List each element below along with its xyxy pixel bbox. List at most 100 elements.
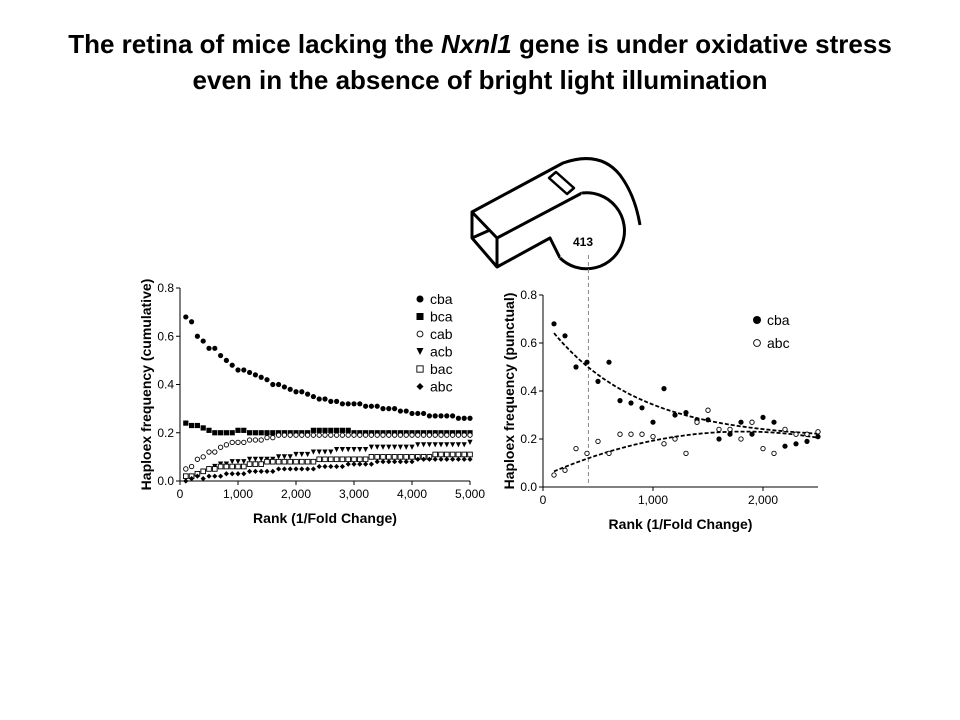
- point-cba: [316, 396, 322, 402]
- point-cba: [368, 403, 374, 409]
- point-bca: [235, 427, 241, 433]
- point-cab: [386, 432, 392, 438]
- point-cba: [403, 408, 409, 414]
- point-cba: [206, 345, 212, 351]
- cumulative-chart: 0 1,000 2,000 3,000 4,000 5,000 0.0 0.2 0.4 0.6 0.…: [138, 279, 485, 526]
- point-abc: [293, 466, 299, 472]
- point-cba: [467, 415, 473, 421]
- point-acb: [316, 449, 322, 455]
- point-acb: [363, 447, 369, 453]
- series-cab: [183, 432, 473, 472]
- point-cba: [438, 413, 444, 419]
- point-abc: [584, 450, 590, 457]
- trendline-cba: [553, 332, 819, 435]
- point-cab: [200, 454, 206, 460]
- point-acb: [467, 439, 473, 445]
- point-acb: [351, 447, 357, 453]
- point-cab: [281, 432, 288, 438]
- point-cab: [316, 432, 322, 438]
- point-abc: [247, 468, 253, 474]
- point-bca: [223, 430, 229, 436]
- point-bac: [316, 456, 322, 463]
- series-cba: [183, 314, 473, 421]
- point-bac: [455, 451, 462, 458]
- point-acb: [299, 451, 305, 458]
- point-abc: [339, 463, 345, 470]
- point-abc: [705, 407, 711, 413]
- point-bac: [310, 458, 317, 465]
- point-abc: [206, 473, 212, 479]
- y-axis-label: Haploex frequency (cumulative): [138, 279, 154, 491]
- title-text: The retina of mice lacking the: [68, 29, 441, 59]
- point-bca: [264, 430, 270, 436]
- legend-label-bca: bca: [430, 309, 453, 325]
- point-cba: [264, 377, 270, 383]
- point-acb: [374, 444, 380, 450]
- point-cab: [391, 432, 398, 438]
- point-abc: [716, 426, 722, 433]
- point-bac: [374, 454, 380, 460]
- point-bac: [449, 451, 456, 458]
- x-tick-label: 5,000: [455, 487, 485, 501]
- point-cab: [362, 432, 369, 438]
- point-bac: [461, 451, 467, 458]
- point-abc: [461, 456, 467, 462]
- point-acb: [247, 456, 253, 462]
- y-tick-label: 0.8: [157, 281, 174, 295]
- point-abc: [310, 466, 316, 472]
- point-abc: [386, 459, 392, 465]
- x-axis-label: Rank (1/Fold Change): [253, 510, 397, 526]
- point-cab: [339, 432, 346, 438]
- point-cba: [421, 410, 427, 417]
- point-bac: [444, 451, 450, 458]
- point-abc: [409, 459, 415, 465]
- point-abc: [455, 456, 461, 462]
- point-bac: [397, 454, 404, 460]
- point-cba: [374, 403, 380, 409]
- series-cba: [551, 321, 821, 449]
- point-bac: [246, 461, 253, 467]
- slide-title: The retina of mice lacking the Nxnl1 gen…: [0, 26, 960, 98]
- point-bac: [275, 458, 282, 465]
- point-cba: [258, 374, 264, 380]
- point-bac: [403, 454, 409, 460]
- point-bac: [304, 458, 311, 465]
- point-cab: [455, 432, 462, 438]
- point-acb: [455, 442, 461, 448]
- point-abc: [223, 471, 229, 477]
- legend-marker-cba: [753, 316, 761, 324]
- point-bac: [391, 454, 398, 460]
- point-bac: [235, 463, 241, 470]
- point-cab: [368, 432, 375, 438]
- point-abc: [782, 426, 788, 433]
- point-cab: [270, 434, 276, 441]
- point-cba: [293, 389, 299, 395]
- point-acb: [276, 454, 282, 460]
- point-cba: [450, 413, 456, 419]
- point-bac: [328, 456, 334, 463]
- point-cba: [247, 369, 253, 376]
- point-cba: [334, 398, 340, 404]
- point-cba: [639, 405, 645, 411]
- point-abc: [749, 419, 755, 425]
- point-acb: [305, 451, 311, 458]
- point-acb: [310, 449, 316, 455]
- point-abc: [235, 471, 241, 477]
- point-cba: [345, 401, 351, 407]
- legend-marker-bac: [416, 365, 424, 373]
- point-abc: [804, 431, 810, 437]
- point-acb: [426, 442, 432, 448]
- point-cba: [218, 352, 224, 359]
- point-abc: [432, 456, 438, 462]
- point-cab: [241, 439, 247, 446]
- point-cab: [299, 432, 305, 438]
- legend-marker-abc: [416, 383, 424, 390]
- point-abc: [426, 456, 432, 462]
- point-abc: [573, 445, 579, 452]
- point-bca: [212, 430, 218, 436]
- y-tick-label: 0.4: [520, 384, 537, 398]
- point-abc: [322, 463, 328, 470]
- point-cba: [771, 419, 777, 425]
- point-cba: [551, 321, 557, 327]
- point-abc: [438, 456, 444, 462]
